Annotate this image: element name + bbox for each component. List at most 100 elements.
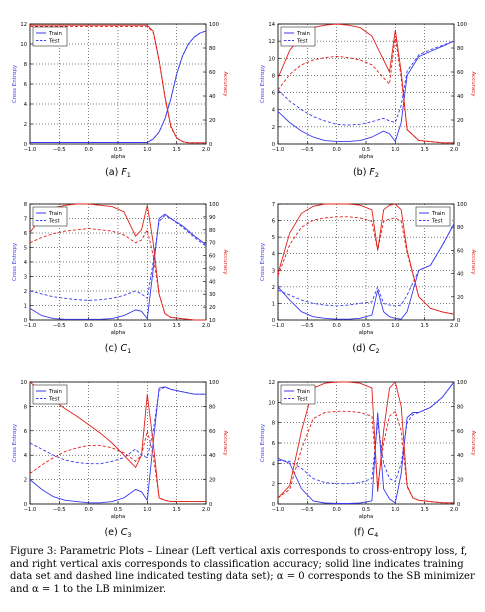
x-tick-label: 1.5 [421, 507, 429, 513]
legend-label: Train [48, 211, 62, 217]
subcaption: (b) F2 [353, 167, 379, 179]
x-tick-label: 0.5 [362, 323, 370, 329]
y-left-tick-label: 6 [24, 231, 27, 237]
y-left-axis-label: Cross Entropy [12, 242, 18, 281]
y-left-tick-label: 10 [20, 380, 27, 386]
x-axis-label: alpha [111, 154, 125, 160]
y-left-tick-label: 6 [24, 82, 27, 88]
legend-box [415, 206, 451, 227]
y-right-tick-label: 80 [457, 404, 464, 410]
y-left-tick-label: 2 [24, 478, 27, 484]
x-tick-label: 0.0 [333, 147, 341, 153]
x-tick-label: 0.5 [114, 323, 122, 329]
y-left-axis-label: Cross Entropy [260, 423, 266, 462]
legend-label: Test [48, 39, 60, 45]
y-right-axis-label: Accuracy [470, 71, 476, 97]
chart-panel-1: −1.0 −0.5 0.0 0.5 1.0 1.5 2.002468101202040608… [12, 22, 228, 179]
y-right-tick-label: 100 [209, 380, 219, 386]
y-left-tick-label: 5 [272, 235, 275, 241]
y-right-tick-label: 30 [209, 292, 216, 298]
y-left-tick-label: 2 [272, 285, 275, 291]
legend-label: Test [48, 397, 60, 403]
x-tick-label: 2.0 [450, 147, 458, 153]
y-right-tick-label: 40 [209, 279, 216, 285]
y-left-tick-label: 0 [272, 318, 275, 324]
legend-label: Test [296, 39, 308, 45]
y-right-tick-label: 60 [209, 254, 216, 260]
legend-label: Test [48, 219, 60, 225]
legend-label: Test [431, 219, 443, 225]
y-left-tick-label: 0 [24, 142, 27, 148]
y-right-tick-label: 60 [457, 70, 464, 76]
x-tick-label: −1.0 [272, 507, 285, 513]
y-right-axis-label: Accuracy [470, 430, 476, 456]
series-line-test-accuracy [277, 35, 454, 144]
x-tick-label: 0.5 [114, 147, 122, 153]
x-axis-label: alpha [111, 514, 125, 520]
x-tick-label: 1.0 [391, 147, 399, 153]
x-tick-label: −0.5 [301, 507, 314, 513]
chart-panel-3: −1.0 −0.5 0.0 0.5 1.0 1.5 2.0 0 1 2 3 4 5 6 7 8 10 20 30 40… [12, 202, 228, 355]
y-left-tick-label: 7 [272, 202, 275, 208]
y-left-tick-label: 4 [24, 102, 28, 108]
y-right-tick-label: 20 [209, 305, 216, 311]
y-left-tick-label: 2 [272, 125, 275, 131]
y-right-tick-label: 40 [209, 453, 216, 459]
x-tick-label: 1.0 [391, 507, 399, 513]
series-line-test-accuracy [30, 25, 206, 144]
y-left-tick-label: 2 [24, 122, 27, 128]
x-tick-label: −0.5 [301, 147, 314, 153]
x-tick-label: 0.0 [85, 147, 93, 153]
x-tick-label: −1.0 [272, 147, 285, 153]
y-right-tick-label: 100 [209, 202, 219, 208]
x-tick-label: 0.0 [85, 323, 93, 329]
chart-panel-5: −1.0 −0.5 0.0 0.5 1.0 1.5 2.002468100204060801… [12, 380, 228, 539]
x-tick-label: 2.0 [202, 323, 210, 329]
legend-label: Train [296, 31, 310, 37]
subcaption: (d) C2 [352, 343, 379, 355]
x-axis-label: alpha [359, 330, 373, 336]
subcaption: (c) C1 [105, 343, 131, 355]
series-line-test-accuracy [29, 228, 206, 321]
y-left-tick-label: 0 [272, 142, 275, 148]
y-right-tick-label: 80 [209, 228, 216, 234]
y-left-axis-label: Cross Entropy [12, 423, 18, 462]
x-axis-label: alpha [359, 514, 373, 520]
y-right-tick-label: 100 [457, 202, 467, 208]
series-line-test-loss [277, 40, 455, 126]
y-right-tick-label: 80 [209, 46, 216, 52]
y-left-tick-label: 8 [272, 421, 275, 427]
y-left-axis-label: Cross Entropy [12, 64, 18, 103]
y-right-tick-label: 0 [457, 502, 460, 508]
x-axis-label: alpha [111, 330, 125, 336]
y-left-tick-label: 1 [24, 304, 27, 310]
y-right-tick-label: 80 [457, 46, 464, 52]
y-left-tick-label: 6 [24, 429, 27, 435]
y-right-tick-label: 20 [457, 295, 464, 301]
figure-canvas: −1.0 −0.5 0.0 0.5 1.0 1.5 2.002468101202040608… [12, 22, 476, 539]
y-left-tick-label: 4 [24, 453, 28, 459]
x-tick-label: 2.0 [202, 147, 210, 153]
y-left-tick-label: 4 [24, 260, 28, 266]
y-left-tick-label: 5 [24, 246, 27, 252]
x-tick-label: 1.0 [391, 323, 399, 329]
y-left-tick-label: 12 [20, 22, 27, 28]
series-line-train-loss [30, 30, 207, 143]
y-right-tick-label: 80 [209, 404, 216, 410]
figure-caption: Figure 3: Parametric Plots – Linear (Lef… [10, 546, 475, 595]
y-right-tick-label: 60 [457, 429, 464, 435]
x-tick-label: −0.5 [53, 147, 66, 153]
y-right-tick-label: 20 [209, 478, 216, 484]
y-left-tick-label: 8 [24, 62, 27, 68]
y-left-tick-label: 6 [272, 441, 275, 447]
subcaption: (e) C3 [104, 527, 131, 539]
chart-panel-2: −1.0 −0.5 0.0 0.5 1.0 1.5 2.002468101214020406… [260, 22, 476, 179]
series-line-test-accuracy [277, 410, 454, 504]
y-right-tick-label: 100 [457, 22, 467, 28]
y-left-tick-label: 7 [24, 217, 27, 223]
x-tick-label: −0.5 [301, 323, 314, 329]
y-left-tick-label: 1 [272, 301, 275, 307]
y-right-tick-label: 40 [457, 453, 464, 459]
x-tick-label: 1.5 [173, 507, 181, 513]
y-left-axis-label: Cross Entropy [260, 64, 266, 103]
